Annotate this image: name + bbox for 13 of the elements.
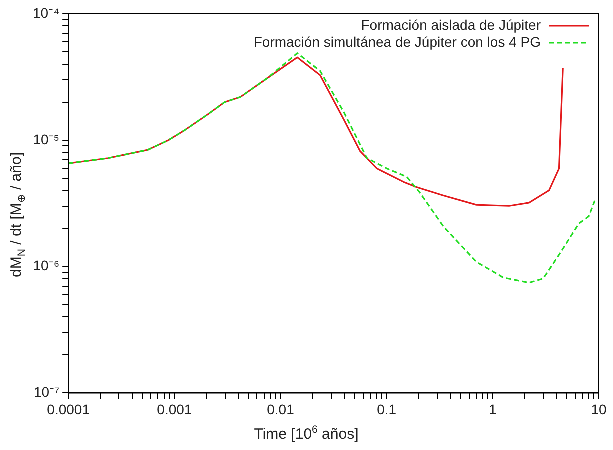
x-tick-label: 0.1 <box>377 401 397 418</box>
legend-label: Formación aislada de Júpiter <box>361 16 542 33</box>
x-tick-label: 0.001 <box>157 401 192 418</box>
y-tick-label: 10⁻⁵ <box>33 131 60 148</box>
y-tick-label: 10⁻⁴ <box>32 4 60 21</box>
legend-label: Formación simultánea de Júpiter con los 4 PG <box>254 34 541 50</box>
x-axis-title: Time [10$^{6}$ años] <box>253 424 360 443</box>
x-tick-label: 0.01 <box>267 401 295 418</box>
x-tick-label: 10 <box>591 401 607 418</box>
x-tick-label: 0.0001 <box>47 401 90 418</box>
x-tick-label: 1 <box>489 401 498 418</box>
y-tick-label: 10⁻⁶ <box>33 258 60 274</box>
y-tick-label: 10⁻⁷ <box>34 384 60 400</box>
